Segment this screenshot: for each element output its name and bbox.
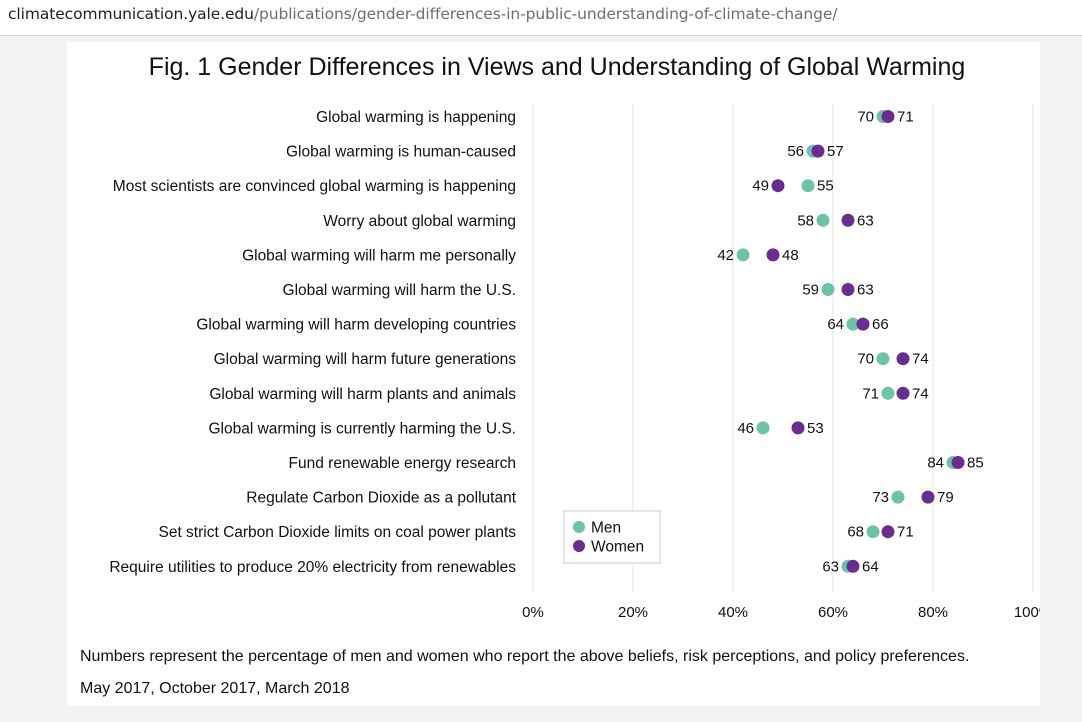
legend-men-label: Men	[591, 520, 621, 537]
data-label-women-regulate-carbon-dioxide-as-a-pollutant: 79	[937, 489, 954, 506]
point-women-global-warming-will-harm-developing-countries	[856, 317, 870, 331]
point-men-worry-about-global-warming	[816, 213, 830, 227]
category-label-regulate-carbon-dioxide-as-a-pollutant: Regulate Carbon Dioxide as a pollutant	[246, 490, 516, 507]
point-women-global-warming-will-harm-me-personally	[766, 248, 780, 262]
data-label-men-global-warming-will-harm-me-personally: 42	[717, 247, 734, 264]
point-women-fund-renewable-energy-research	[951, 456, 965, 469]
data-label-men-global-warming-will-harm-plants-and-animals: 71	[862, 385, 879, 402]
figure-card: Fig. 1 Gender Differences in Views and U…	[67, 42, 1040, 706]
point-men-global-warming-will-harm-plants-and-animals	[881, 386, 895, 400]
data-label-men-fund-renewable-energy-research: 84	[927, 455, 944, 472]
data-label-women-global-warming-will-harm-developing-countries: 66	[872, 316, 889, 333]
point-men-set-strict-carbon-dioxide-limits-on-coal-power-plants	[866, 525, 880, 539]
category-label-global-warming-will-harm-me-personally: Global warming will harm me personally	[242, 247, 516, 264]
category-label-global-warming-is-currently-harming-the-u-s: Global warming is currently harming the …	[208, 420, 516, 437]
category-labels: Global warming is happening Global warmin…	[109, 109, 516, 576]
point-men-global-warming-will-harm-future-generations	[876, 352, 890, 366]
category-label-most-scientists-are-convinced-global-warming-is-happening: Most scientists are convinced global war…	[113, 178, 516, 195]
point-men-global-warming-will-harm-me-personally	[736, 248, 750, 262]
data-label-men-global-warming-is-currently-harming-the-u-s: 46	[737, 420, 754, 437]
chart-title: Fig. 1 Gender Differences in Views and U…	[149, 53, 966, 81]
address-bar[interactable]: climatecommunication.yale.edu/publicatio…	[0, 0, 1082, 36]
category-label-set-strict-carbon-dioxide-limits-on-coal-power-plants: Set strict Carbon Dioxide limits on coal…	[158, 524, 516, 541]
data-label-men-global-warming-is-human-caused: 56	[787, 143, 804, 160]
data-label-men-set-strict-carbon-dioxide-limits-on-coal-power-plants: 68	[847, 524, 864, 541]
data-label-men-require-utilities-to-produce-20-electricity-from-renewables: 63	[822, 558, 839, 575]
point-men-global-warming-will-harm-the-u-s	[821, 283, 835, 296]
chart-dates: May 2017, October 2017, March 2018	[80, 680, 350, 697]
category-label-require-utilities-to-produce-20-electricity-from-renewables: Require utilities to produce 20% electri…	[109, 559, 516, 576]
x-axis-ticks: 0% 20% 40% 60% 80% 100%	[522, 604, 1040, 621]
data-label-men-regulate-carbon-dioxide-as-a-pollutant: 73	[872, 489, 889, 506]
point-women-require-utilities-to-produce-20-electricity-from-renewables	[846, 559, 860, 573]
category-label-global-warming-will-harm-plants-and-animals: Global warming will harm plants and anim…	[209, 386, 516, 403]
point-women-worry-about-global-warming	[841, 213, 855, 227]
point-women-global-warming-will-harm-future-generations	[896, 352, 910, 366]
point-women-global-warming-will-harm-the-u-s	[841, 283, 855, 296]
x-tick-label-0: 0%	[522, 604, 544, 621]
category-label-global-warming-will-harm-future-generations: Global warming will harm future generati…	[214, 351, 517, 368]
category-label-global-warming-will-harm-the-u-s: Global warming will harm the U.S.	[283, 282, 516, 299]
data-label-women-global-warming-will-harm-future-generations: 74	[912, 351, 929, 368]
data-label-men-global-warming-is-happening: 70	[857, 109, 874, 126]
dot-plot-chart: Fig. 1 Gender Differences in Views and U…	[80, 53, 1040, 697]
data-label-men-global-warming-will-harm-future-generations: 70	[857, 351, 874, 368]
point-women-global-warming-is-human-caused	[811, 144, 825, 158]
legend-box	[563, 510, 661, 564]
x-tick-label-40: 40%	[718, 604, 748, 621]
data-label-women-worry-about-global-warming: 63	[857, 212, 874, 229]
category-label-fund-renewable-energy-research: Fund renewable energy research	[289, 455, 516, 472]
data-label-women-global-warming-will-harm-plants-and-animals: 74	[912, 385, 929, 402]
legend-women-marker	[573, 540, 585, 552]
x-tick-label-80: 80%	[918, 604, 948, 621]
chart-footnote: Numbers represent the percentage of men …	[80, 648, 969, 665]
data-label-women-set-strict-carbon-dioxide-limits-on-coal-power-plants: 71	[897, 524, 914, 541]
point-women-set-strict-carbon-dioxide-limits-on-coal-power-plants	[881, 525, 895, 539]
point-women-most-scientists-are-convinced-global-warming-is-happening	[771, 179, 785, 193]
data-label-women-require-utilities-to-produce-20-electricity-from-renewables: 64	[862, 558, 879, 575]
category-label-global-warming-is-happening: Global warming is happening	[316, 109, 516, 126]
data-label-women-global-warming-is-happening: 71	[897, 109, 914, 126]
point-men-global-warming-will-harm-developing-countries	[846, 317, 860, 331]
url-path: /publications/gender-differences-in-publ…	[253, 5, 838, 23]
data-label-men-worry-about-global-warming: 58	[797, 212, 814, 229]
point-women-global-warming-will-harm-plants-and-animals	[896, 386, 910, 400]
category-label-worry-about-global-warming: Worry about global warming	[323, 213, 516, 230]
data-label-men-global-warming-will-harm-the-u-s: 59	[802, 282, 819, 299]
data-label-men-most-scientists-are-convinced-global-warming-is-happening: 55	[817, 178, 834, 195]
legend-women-label: Women	[591, 539, 644, 556]
data-label-women-global-warming-will-harm-the-u-s: 63	[857, 282, 874, 299]
category-label-global-warming-will-harm-developing-countries: Global warming will harm developing coun…	[196, 317, 516, 334]
url-domain: climatecommunication.yale.edu	[8, 5, 254, 23]
point-men-most-scientists-are-convinced-global-warming-is-happening	[801, 179, 815, 193]
category-label-global-warming-is-human-caused: Global warming is human-caused	[286, 144, 516, 161]
data-label-women-fund-renewable-energy-research: 85	[967, 455, 984, 472]
x-tick-label-20: 20%	[618, 604, 648, 621]
point-women-regulate-carbon-dioxide-as-a-pollutant	[921, 490, 935, 504]
grid-lines	[532, 104, 1034, 592]
point-men-global-warming-is-currently-harming-the-u-s	[756, 421, 770, 435]
x-tick-label-100: 100%	[1014, 604, 1040, 621]
x-tick-label-60: 60%	[818, 604, 848, 621]
data-label-men-global-warming-will-harm-developing-countries: 64	[827, 316, 844, 333]
point-women-global-warming-is-happening	[881, 110, 895, 123]
point-men-regulate-carbon-dioxide-as-a-pollutant	[891, 490, 905, 504]
legend: Men Women	[563, 510, 661, 564]
data-label-women-global-warming-is-human-caused: 57	[827, 143, 844, 160]
point-women-global-warming-is-currently-harming-the-u-s	[791, 421, 805, 435]
data-label-women-most-scientists-are-convinced-global-warming-is-happening: 49	[752, 178, 769, 195]
url-text[interactable]: climatecommunication.yale.edu/publicatio…	[8, 5, 838, 23]
data-label-women-global-warming-is-currently-harming-the-u-s: 53	[807, 420, 824, 437]
data-label-women-global-warming-will-harm-me-personally: 48	[782, 247, 799, 264]
legend-men-marker	[573, 521, 585, 533]
